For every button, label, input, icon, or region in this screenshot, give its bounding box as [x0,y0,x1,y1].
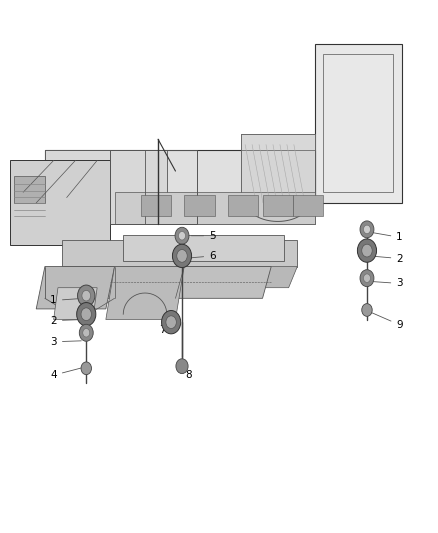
Circle shape [360,221,374,238]
Text: 3: 3 [50,337,81,347]
Polygon shape [315,44,402,203]
Circle shape [176,359,188,374]
Polygon shape [10,160,110,245]
Circle shape [81,308,92,320]
Text: 5: 5 [191,231,216,241]
Polygon shape [184,195,215,216]
Polygon shape [228,195,258,216]
Circle shape [162,311,181,334]
Text: 6: 6 [191,251,216,261]
Circle shape [357,239,377,262]
Polygon shape [102,266,271,298]
Circle shape [166,316,177,328]
Circle shape [362,304,372,317]
Polygon shape [45,150,315,203]
Circle shape [175,227,189,244]
Text: 2: 2 [50,316,81,326]
Polygon shape [53,266,297,288]
Text: 8: 8 [184,366,192,380]
Circle shape [177,249,187,262]
Circle shape [83,328,90,337]
Polygon shape [123,235,284,261]
Text: 1: 1 [50,295,81,305]
Polygon shape [293,195,323,216]
Circle shape [77,303,96,326]
Polygon shape [262,195,293,216]
Polygon shape [53,288,97,319]
Polygon shape [115,192,315,224]
Circle shape [360,270,374,287]
Polygon shape [106,266,184,319]
Polygon shape [14,176,45,203]
Circle shape [79,324,93,341]
Text: 7: 7 [159,325,171,335]
Polygon shape [45,203,315,224]
Text: 4: 4 [50,368,81,380]
Polygon shape [241,134,315,203]
Polygon shape [36,266,115,309]
Circle shape [173,244,191,268]
Circle shape [364,225,371,233]
Text: 9: 9 [372,313,403,330]
Polygon shape [45,150,167,224]
Polygon shape [241,134,315,150]
Circle shape [362,244,372,257]
Circle shape [78,285,95,306]
Circle shape [81,362,92,375]
Polygon shape [62,240,297,266]
Circle shape [179,231,185,240]
Text: 3: 3 [372,278,403,288]
Circle shape [82,290,91,301]
Text: 1: 1 [372,232,403,243]
Circle shape [364,274,371,282]
Text: 2: 2 [372,254,403,263]
Polygon shape [141,195,171,216]
